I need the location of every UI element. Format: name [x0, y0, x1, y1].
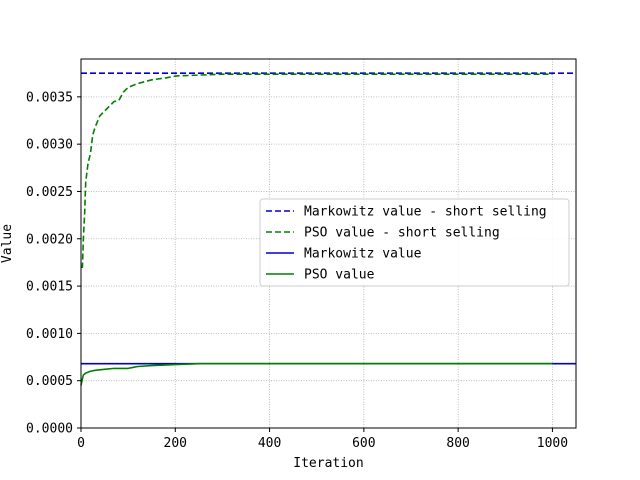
legend-label: PSO value - short selling — [304, 226, 500, 241]
legend-label: Markowitz value — [304, 247, 422, 262]
legend-box — [259, 198, 570, 287]
y-tick-label: 0.0015 — [26, 280, 73, 295]
legend-label: Markowitz value - short selling — [304, 205, 547, 220]
y-tick-label: 0.0025 — [26, 185, 73, 200]
x-axis-title: Iteration — [293, 456, 363, 471]
x-tick-label: 600 — [352, 436, 375, 451]
y-tick-label: 0.0000 — [26, 422, 73, 437]
y-axis-title: Value — [0, 224, 15, 263]
y-tick-label: 0.0010 — [26, 327, 73, 342]
axis-ticks: 0 200 400 600 800 1000 0.0000 0.0005 0.0010 0.001… — [26, 90, 568, 451]
x-tick-label: 800 — [446, 436, 469, 451]
x-tick-label: 200 — [164, 436, 187, 451]
y-tick-label: 0.0030 — [26, 138, 73, 153]
series-group — [80, 72, 576, 386]
x-tick-label: 1000 — [537, 436, 568, 451]
y-tick-label: 0.0020 — [26, 232, 73, 247]
series-line — [80, 362, 553, 386]
y-tick-label: 0.0035 — [26, 90, 73, 105]
plot-area-frame — [80, 58, 577, 429]
x-tick-label: 0 — [77, 436, 85, 451]
y-tick-label: 0.0005 — [26, 374, 73, 389]
legend: Markowitz value - short selling PSO value… — [259, 198, 570, 287]
series-line — [81, 73, 553, 268]
legend-label: PSO value — [304, 268, 375, 283]
x-tick-label: 400 — [258, 436, 281, 451]
